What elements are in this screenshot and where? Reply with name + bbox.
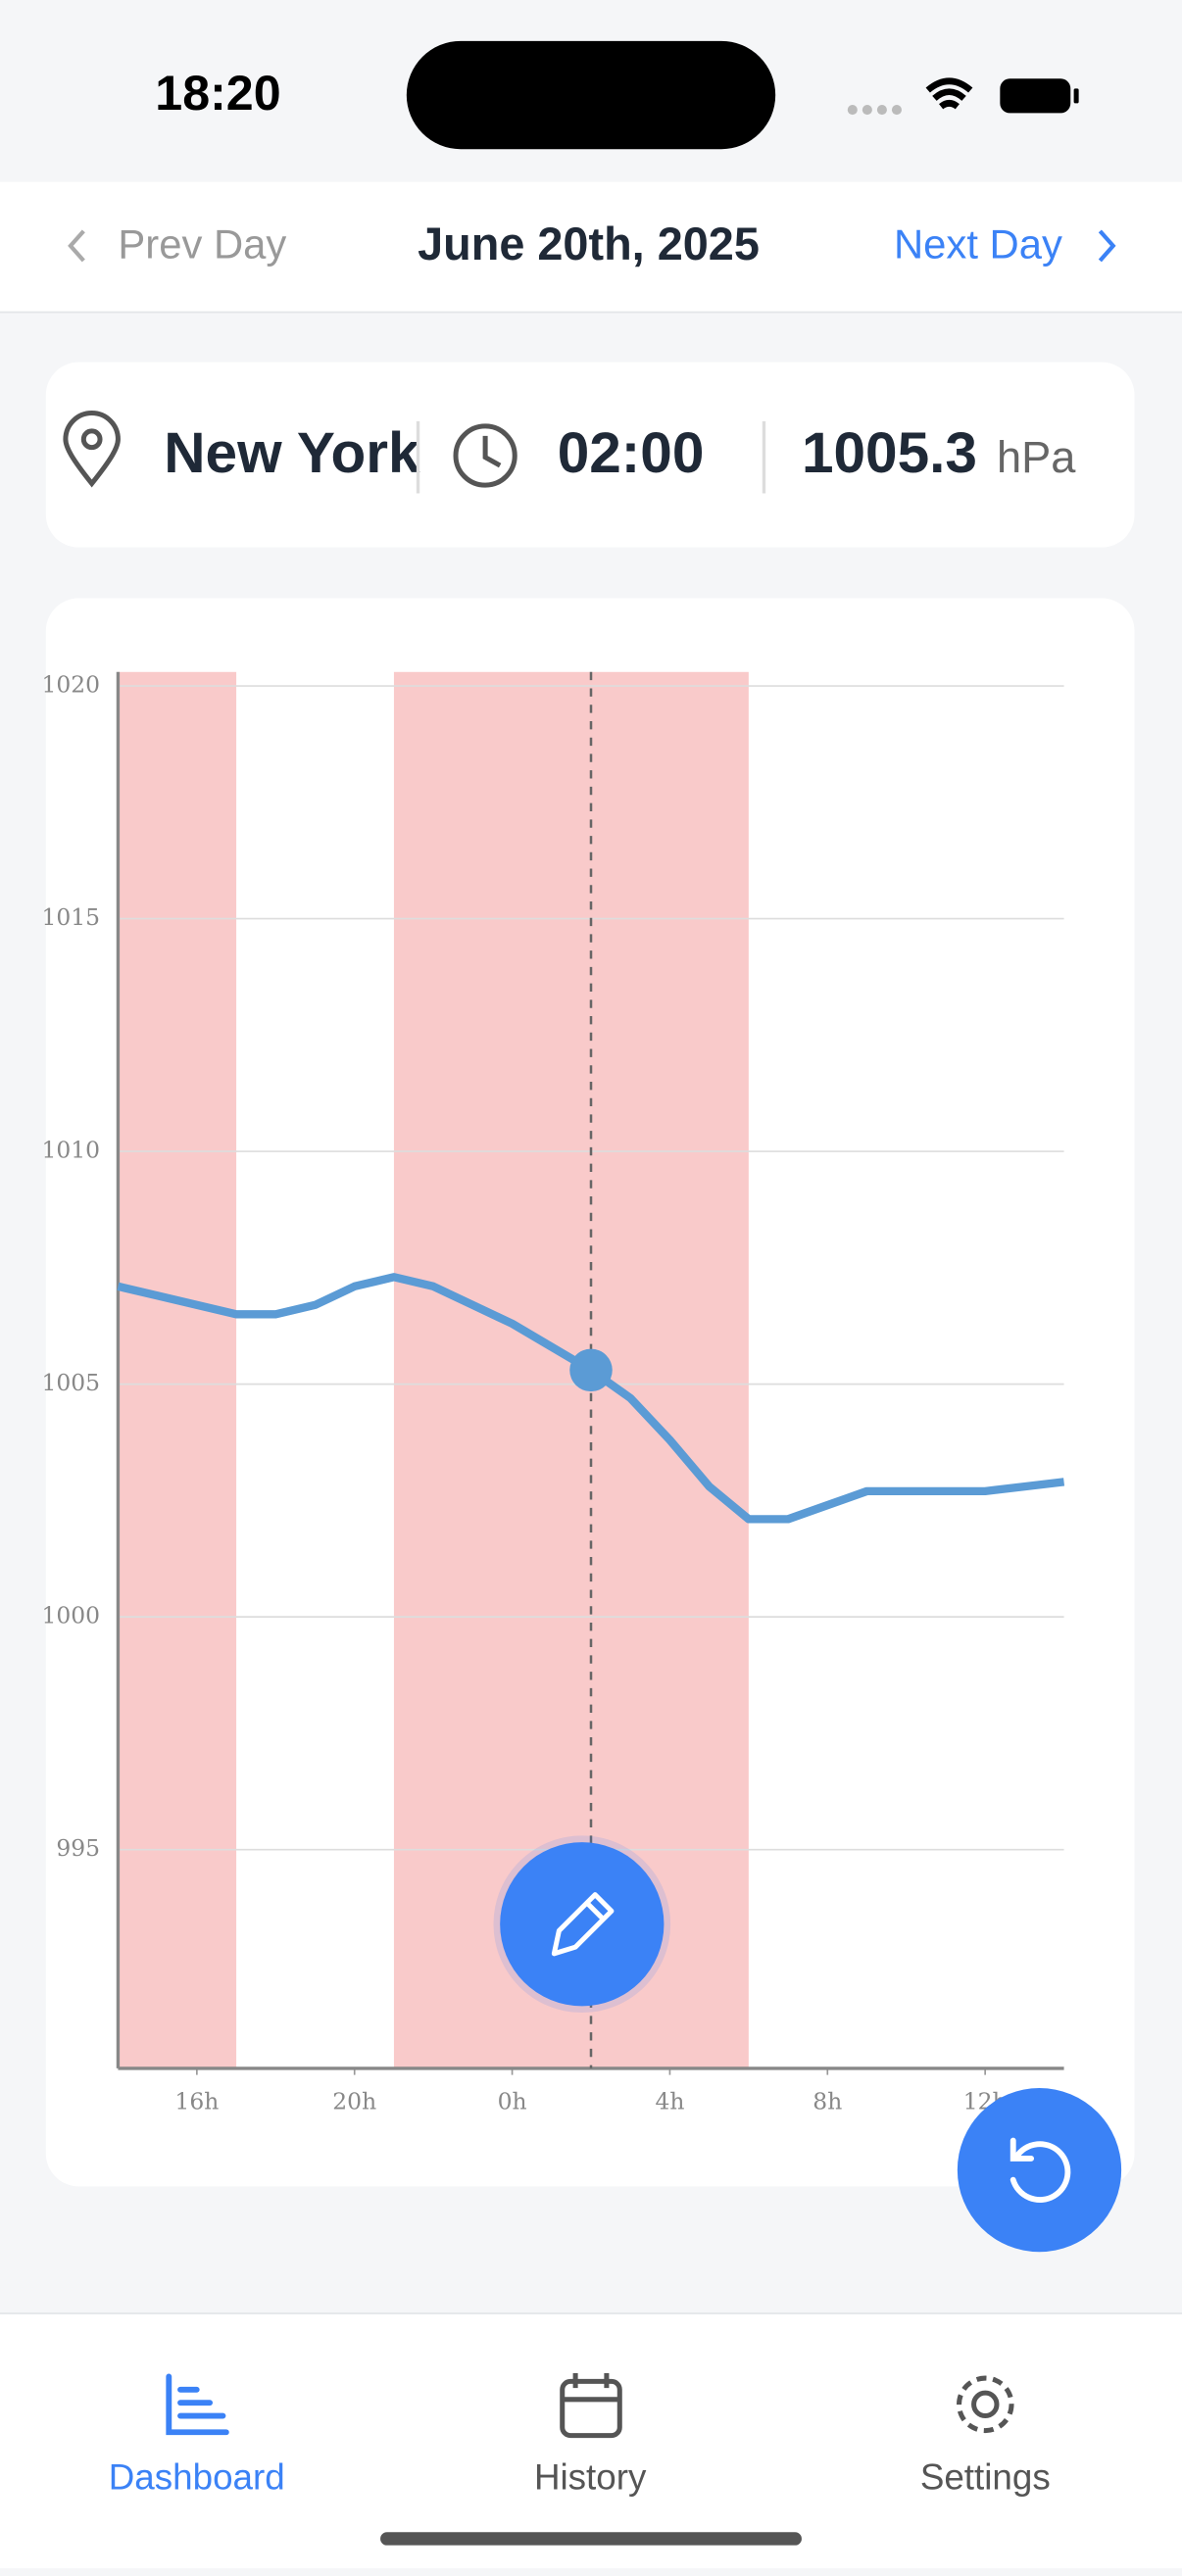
y-tick-label: 1000 bbox=[41, 1602, 100, 1629]
prev-day[interactable]: Prev Day bbox=[118, 221, 286, 267]
y-tick-label: 1020 bbox=[41, 671, 100, 699]
reset-icon[interactable] bbox=[1010, 2137, 1071, 2203]
clock: 18:20 bbox=[155, 66, 280, 121]
next-day[interactable]: Next Day bbox=[894, 221, 1062, 267]
pressure: 1005.3 bbox=[802, 421, 977, 485]
settings-icon[interactable] bbox=[957, 2375, 1014, 2434]
date: June 20th, 2025 bbox=[418, 219, 760, 269]
tab-label[interactable]: Dashboard bbox=[109, 2456, 285, 2497]
y-tick-label: 1005 bbox=[41, 1369, 100, 1396]
clock-icon bbox=[453, 423, 517, 488]
y-tick-label: 1010 bbox=[41, 1137, 100, 1164]
reading-time: 02:00 bbox=[558, 421, 705, 485]
battery-tip bbox=[1073, 88, 1079, 104]
current-point bbox=[569, 1348, 613, 1392]
next-icon[interactable] bbox=[1098, 229, 1116, 263]
dashboard-icon[interactable] bbox=[166, 2373, 229, 2436]
y-tick-label: 1015 bbox=[41, 903, 100, 931]
history-icon[interactable] bbox=[560, 2373, 622, 2439]
tab-label[interactable]: Settings bbox=[920, 2456, 1051, 2497]
dynamic-island bbox=[406, 40, 776, 150]
highlight-band bbox=[118, 671, 237, 2068]
tab-label[interactable]: History bbox=[534, 2456, 647, 2497]
reset-button[interactable] bbox=[957, 2087, 1122, 2253]
location: New York bbox=[164, 421, 420, 485]
info-card bbox=[45, 362, 1135, 548]
x-tick-label: 4h bbox=[655, 2088, 684, 2115]
x-tick-label: 20h bbox=[332, 2088, 376, 2115]
signal bbox=[847, 105, 902, 116]
nav-bar bbox=[0, 181, 1182, 312]
edit-icon[interactable] bbox=[551, 1892, 615, 1957]
wifi bbox=[925, 77, 973, 110]
location-icon bbox=[63, 411, 121, 488]
tab-bar bbox=[0, 2312, 1182, 2570]
battery bbox=[1000, 78, 1071, 114]
home-indicator bbox=[380, 2532, 802, 2546]
y-tick-label: 995 bbox=[56, 1834, 100, 1862]
x-tick-label: 0h bbox=[498, 2088, 527, 2115]
edit-button[interactable] bbox=[500, 1842, 665, 2007]
x-tick-label: 8h bbox=[813, 2088, 842, 2115]
unit: hPa bbox=[997, 432, 1076, 482]
x-tick-label: 16h bbox=[174, 2088, 219, 2115]
prev-icon[interactable] bbox=[68, 229, 85, 263]
